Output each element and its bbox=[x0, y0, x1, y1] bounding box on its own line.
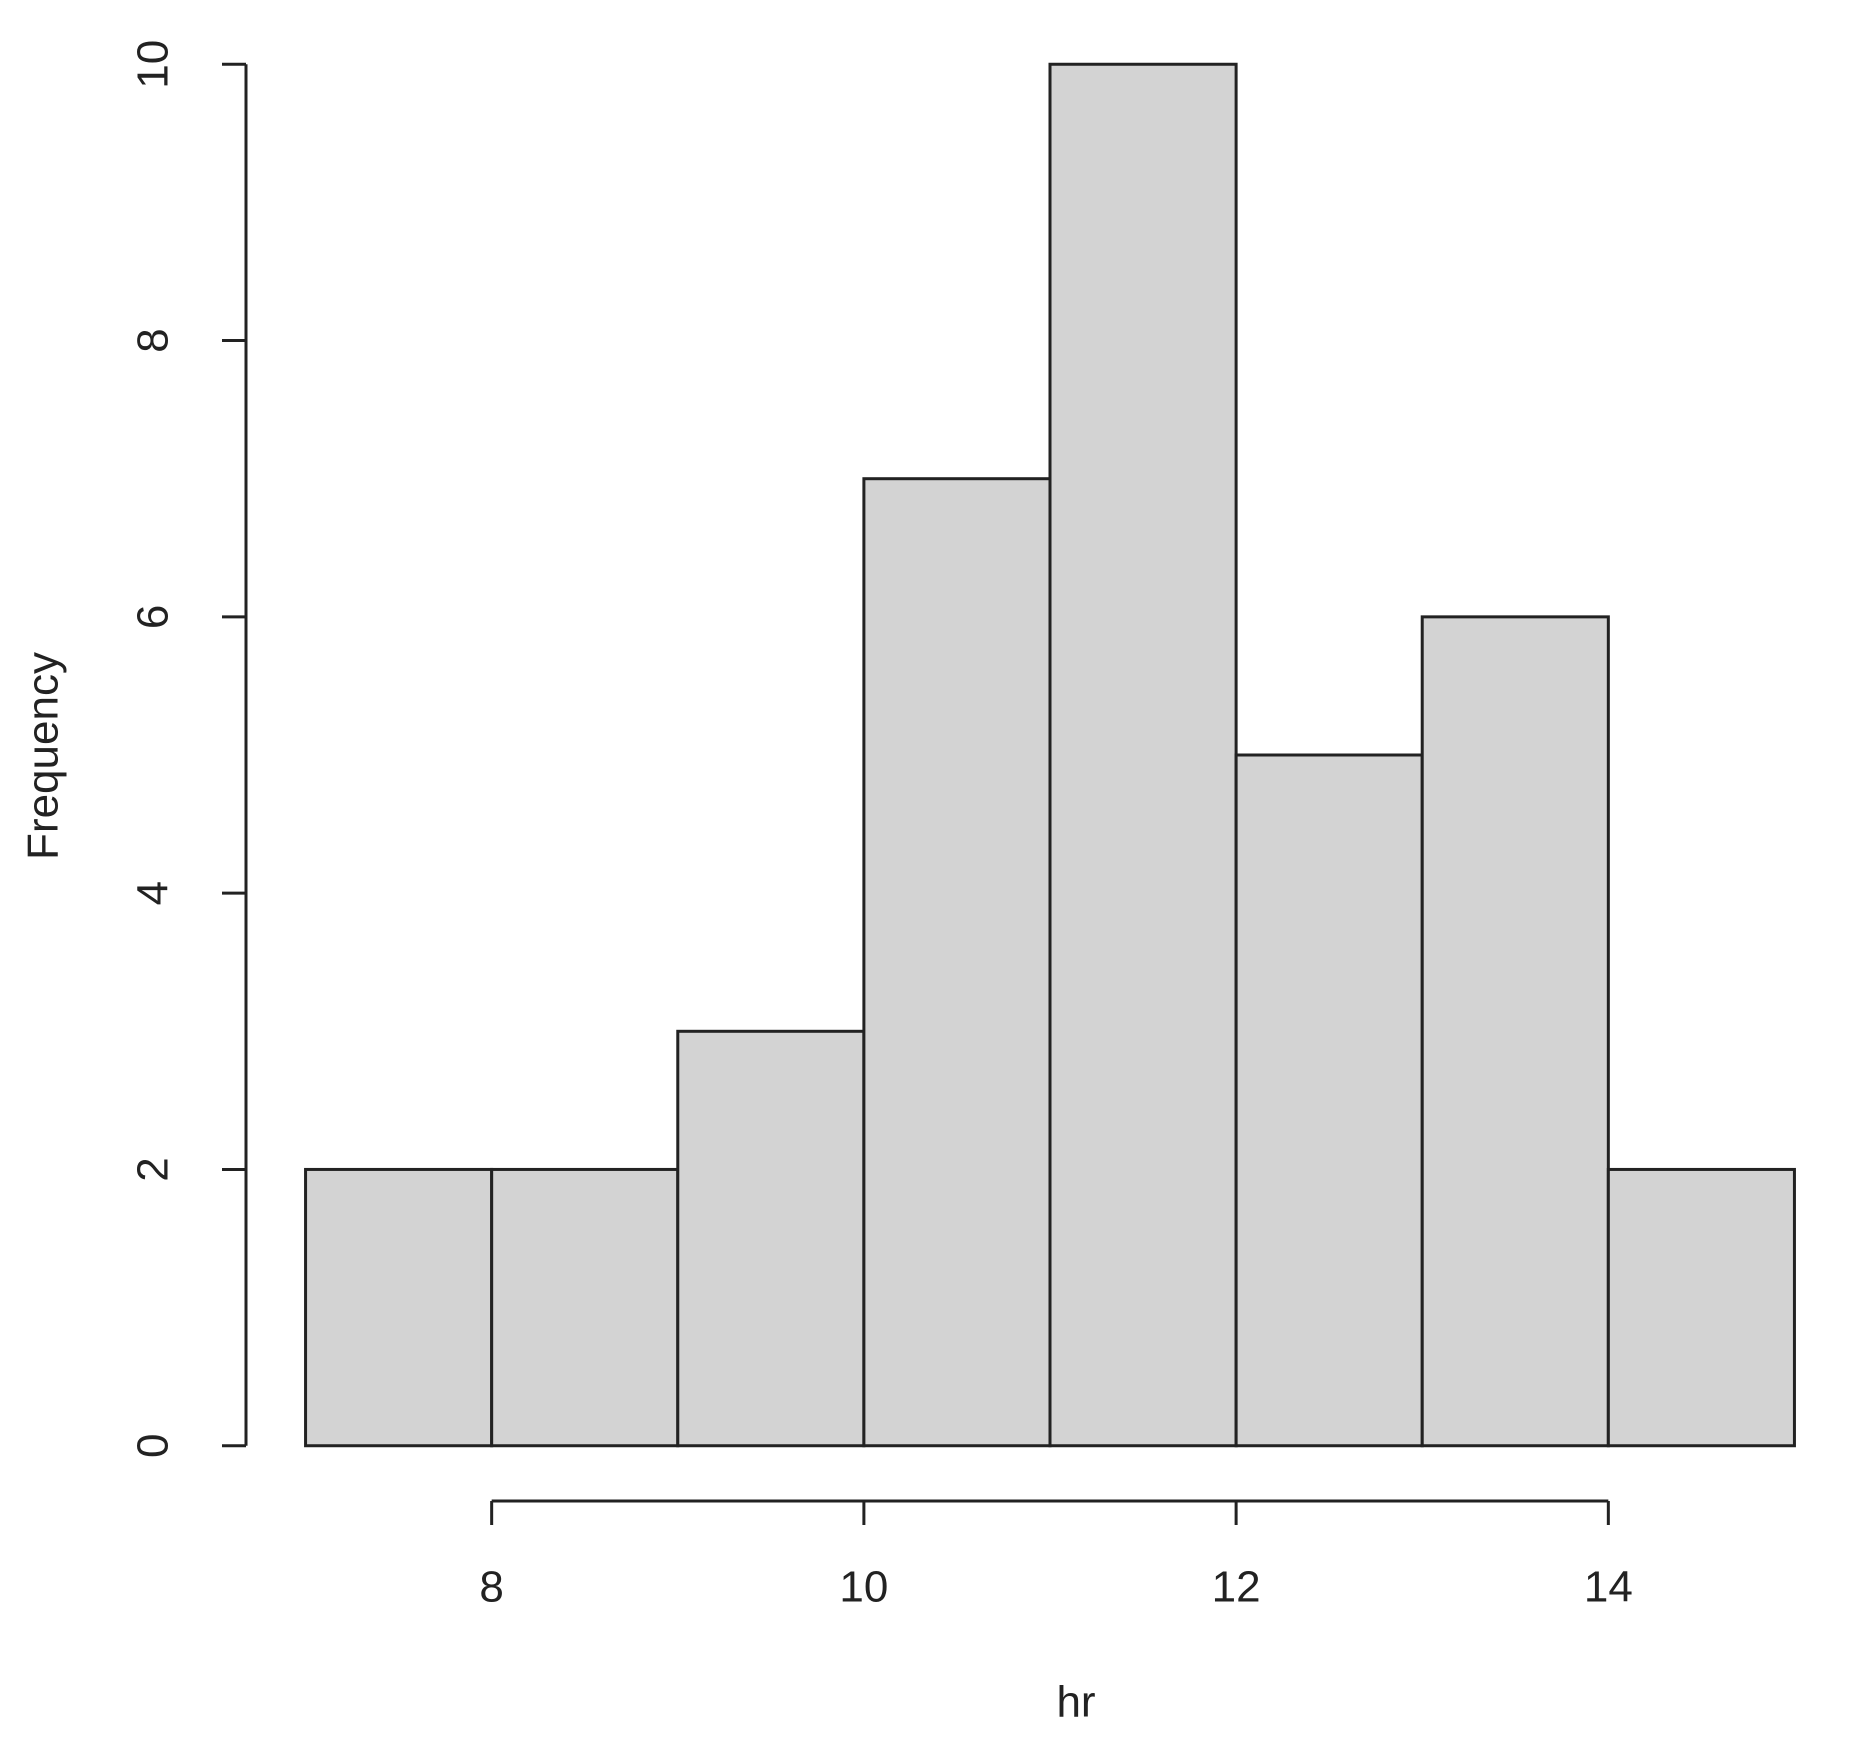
y-tick-label: 4 bbox=[129, 881, 178, 905]
bar bbox=[1420, 615, 1610, 1448]
y-axis-label: Frequency bbox=[19, 652, 68, 860]
x-tick-label: 14 bbox=[1584, 1563, 1633, 1612]
bar bbox=[490, 1167, 680, 1448]
x-tick-label: 8 bbox=[479, 1563, 503, 1612]
x-tick-label: 10 bbox=[839, 1563, 888, 1612]
y-tick-label: 6 bbox=[129, 605, 178, 629]
y-tick-label: 10 bbox=[129, 40, 178, 89]
x-tick-label: 12 bbox=[1212, 1563, 1261, 1612]
y-tick-label: 8 bbox=[129, 328, 178, 352]
bar bbox=[862, 477, 1052, 1448]
bar bbox=[1048, 62, 1238, 1448]
bar bbox=[1606, 1167, 1796, 1448]
bar bbox=[1234, 753, 1424, 1448]
bar bbox=[676, 1029, 866, 1448]
bar bbox=[304, 1167, 494, 1448]
y-tick-label: 0 bbox=[129, 1433, 178, 1457]
y-tick-label: 2 bbox=[129, 1157, 178, 1181]
x-axis-label: hr bbox=[1056, 1678, 1095, 1727]
